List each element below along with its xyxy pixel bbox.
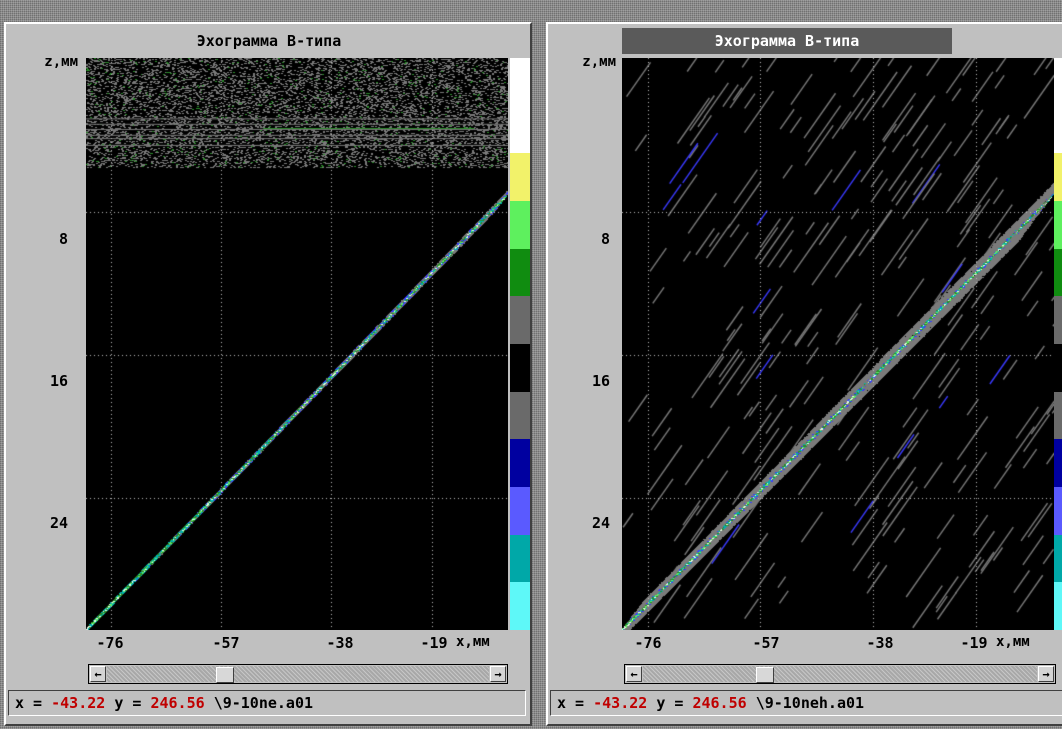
color-scale-swatch bbox=[1054, 153, 1062, 202]
horizontal-scrollbar[interactable]: ← → bbox=[88, 664, 508, 684]
x-tick-label: -76 bbox=[634, 634, 662, 652]
z-axis-label: z,мм bbox=[582, 54, 616, 70]
scroll-left-arrow-icon[interactable]: ← bbox=[90, 666, 106, 682]
y-tick-label: 8 bbox=[600, 230, 610, 248]
x-axis-label: x,мм bbox=[456, 634, 490, 650]
color-scale-bar bbox=[1054, 58, 1062, 631]
x-axis: -76 -57 -38 -19 x,мм bbox=[622, 634, 1062, 654]
x-tick-label: -38 bbox=[866, 634, 894, 652]
color-scale-swatch bbox=[510, 487, 530, 535]
color-scale-swatch bbox=[510, 201, 530, 249]
color-scale-swatch bbox=[1054, 201, 1062, 249]
color-scale-swatch bbox=[510, 296, 530, 345]
scroll-thumb[interactable] bbox=[216, 667, 235, 683]
y-coord-label: y = bbox=[114, 694, 142, 712]
color-scale-swatch bbox=[510, 248, 530, 297]
color-scale-bar bbox=[510, 58, 530, 631]
y-tick-label: 8 bbox=[58, 230, 68, 248]
color-scale-swatch bbox=[1054, 391, 1062, 440]
z-axis-label: z,мм bbox=[44, 54, 78, 70]
panel-title: Эхограмма В-типа bbox=[196, 32, 342, 50]
x-axis: -76 -57 -38 -19 x,мм bbox=[86, 634, 526, 654]
color-scale-swatch bbox=[510, 439, 530, 488]
y-tick-label: 16 bbox=[591, 372, 610, 390]
scroll-thumb[interactable] bbox=[755, 667, 774, 683]
x-tick-label: -38 bbox=[326, 634, 354, 652]
file-name: \9-10ne.a01 bbox=[213, 694, 314, 712]
color-scale-swatch bbox=[1054, 344, 1062, 392]
scroll-track[interactable] bbox=[107, 666, 489, 683]
color-scale-swatch bbox=[1054, 487, 1062, 535]
coordinate-status-bar: x = -43.22 y = 246.56 \9-10neh.a01 bbox=[550, 690, 1062, 716]
color-scale-swatch bbox=[510, 344, 530, 392]
scroll-right-arrow-icon[interactable]: → bbox=[490, 666, 506, 682]
y-coord-value: 246.56 bbox=[150, 694, 205, 712]
color-scale-swatch bbox=[1054, 534, 1062, 583]
x-tick-label: -19 bbox=[420, 634, 448, 652]
y-coord-label: y = bbox=[656, 694, 684, 712]
y-tick-label: 24 bbox=[49, 514, 68, 532]
scroll-left-arrow-icon[interactable]: ← bbox=[626, 666, 642, 682]
color-scale-swatch bbox=[510, 105, 530, 154]
scroll-right-arrow-icon[interactable]: → bbox=[1038, 666, 1054, 682]
color-scale-swatch bbox=[510, 58, 530, 106]
echogram-panel-right: Эхограмма В-типа z,мм 8 16 24 -76 -57 -3… bbox=[546, 22, 1062, 726]
file-name: \9-10neh.a01 bbox=[755, 694, 865, 712]
echogram-plot[interactable] bbox=[86, 58, 508, 630]
y-coord-value: 246.56 bbox=[692, 694, 747, 712]
scroll-track[interactable] bbox=[643, 666, 1037, 683]
y-tick-label: 24 bbox=[591, 514, 610, 532]
color-scale-swatch bbox=[1054, 439, 1062, 488]
x-coord-value: -43.22 bbox=[51, 694, 106, 712]
x-tick-label: -19 bbox=[960, 634, 988, 652]
echogram-plot[interactable] bbox=[622, 58, 1054, 630]
panel-title: Эхограмма В-типа bbox=[622, 28, 952, 54]
color-scale-swatch bbox=[510, 582, 530, 631]
horizontal-scrollbar[interactable]: ← → bbox=[624, 664, 1056, 684]
color-scale-swatch bbox=[1054, 248, 1062, 297]
color-scale-swatch bbox=[510, 153, 530, 202]
x-tick-label: -57 bbox=[212, 634, 240, 652]
x-coord-value: -43.22 bbox=[593, 694, 648, 712]
color-scale-swatch bbox=[510, 534, 530, 583]
color-scale-swatch bbox=[1054, 58, 1062, 106]
color-scale-swatch bbox=[1054, 105, 1062, 154]
color-scale-swatch bbox=[1054, 582, 1062, 631]
x-coord-label: x = bbox=[557, 694, 585, 712]
x-axis-label: x,мм bbox=[996, 634, 1030, 650]
echogram-panel-left: Эхограмма В-типа z,мм 8 16 24 -76 -57 -3… bbox=[4, 22, 532, 726]
coordinate-status-bar: x = -43.22 y = 246.56 \9-10ne.a01 bbox=[8, 690, 526, 716]
x-coord-label: x = bbox=[15, 694, 43, 712]
color-scale-swatch bbox=[510, 391, 530, 440]
x-tick-label: -57 bbox=[752, 634, 780, 652]
x-tick-label: -76 bbox=[96, 634, 124, 652]
y-tick-label: 16 bbox=[49, 372, 68, 390]
color-scale-swatch bbox=[1054, 296, 1062, 345]
